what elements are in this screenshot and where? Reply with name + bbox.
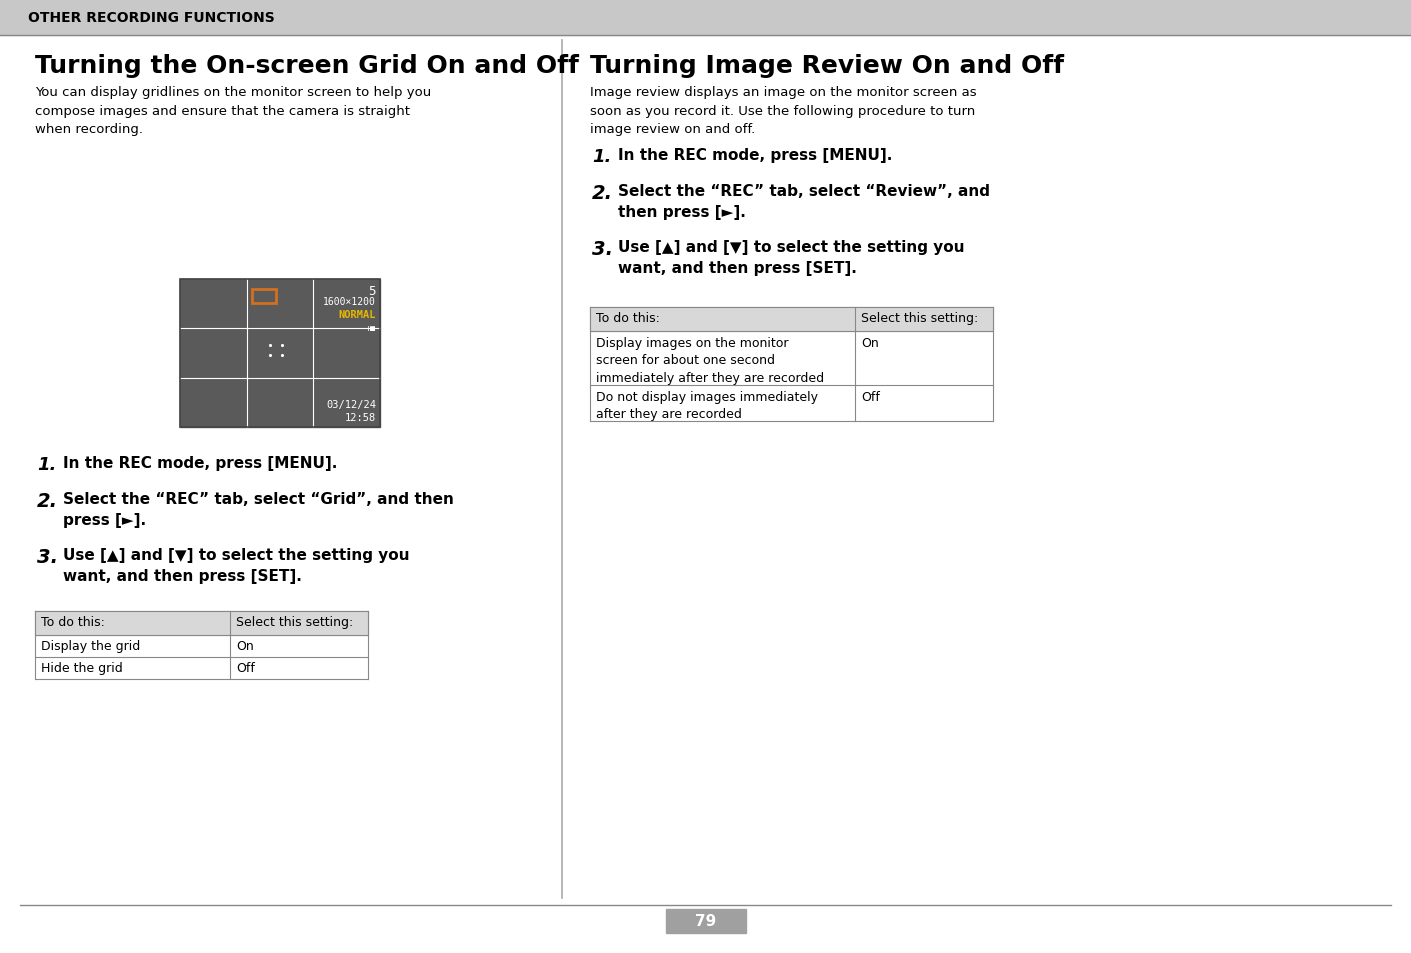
Text: Image review displays an image on the monitor screen as
soon as you record it. U: Image review displays an image on the mo… xyxy=(590,86,976,136)
Text: Turning Image Review On and Off: Turning Image Review On and Off xyxy=(590,54,1064,78)
Text: Use [▲] and [▼] to select the setting you
want, and then press [SET].: Use [▲] and [▼] to select the setting yo… xyxy=(63,547,409,583)
Text: Select this setting:: Select this setting: xyxy=(861,312,978,325)
Bar xyxy=(181,280,380,428)
Text: NORMAL: NORMAL xyxy=(339,310,375,319)
Text: Use [▲] and [▼] to select the setting you
want, and then press [SET].: Use [▲] and [▼] to select the setting yo… xyxy=(618,240,965,275)
Bar xyxy=(0,0,1411,36)
Bar xyxy=(254,293,272,301)
Text: Turning the On-screen Grid On and Off: Turning the On-screen Grid On and Off xyxy=(35,54,579,78)
Bar xyxy=(590,308,993,332)
Text: 1600×1200: 1600×1200 xyxy=(323,296,375,307)
Text: 5: 5 xyxy=(368,285,375,297)
Text: 1.: 1. xyxy=(593,148,611,166)
Text: Hide the grid: Hide the grid xyxy=(41,661,123,675)
Text: OTHER RECORDING FUNCTIONS: OTHER RECORDING FUNCTIONS xyxy=(28,11,275,25)
Text: You can display gridlines on the monitor screen to help you
compose images and e: You can display gridlines on the monitor… xyxy=(35,86,432,136)
Text: 03/12/24: 03/12/24 xyxy=(326,399,375,410)
Text: 3.: 3. xyxy=(593,240,612,258)
Text: 12:58: 12:58 xyxy=(344,413,375,422)
Text: 2.: 2. xyxy=(37,492,58,511)
Text: In the REC mode, press [MENU].: In the REC mode, press [MENU]. xyxy=(618,148,892,163)
Bar xyxy=(35,612,368,636)
Text: +■: +■ xyxy=(365,324,375,333)
Text: 79: 79 xyxy=(694,914,717,928)
Text: 1.: 1. xyxy=(37,456,56,474)
Text: Select the “REC” tab, select “Review”, and
then press [►].: Select the “REC” tab, select “Review”, a… xyxy=(618,184,991,220)
Text: On: On xyxy=(861,336,879,350)
Bar xyxy=(251,290,275,304)
Text: To do this:: To do this: xyxy=(41,616,104,628)
Text: Off: Off xyxy=(861,391,880,403)
Text: Off: Off xyxy=(236,661,255,675)
Text: Select the “REC” tab, select “Grid”, and then
press [►].: Select the “REC” tab, select “Grid”, and… xyxy=(63,492,454,527)
Text: 3.: 3. xyxy=(37,547,58,566)
Bar xyxy=(181,280,380,428)
Text: In the REC mode, press [MENU].: In the REC mode, press [MENU]. xyxy=(63,456,337,471)
Text: Display the grid: Display the grid xyxy=(41,639,140,652)
Text: Display images on the monitor
screen for about one second
immediately after they: Display images on the monitor screen for… xyxy=(595,336,824,385)
Text: On: On xyxy=(236,639,254,652)
Text: To do this:: To do this: xyxy=(595,312,660,325)
Text: Select this setting:: Select this setting: xyxy=(236,616,353,628)
Text: Do not display images immediately
after they are recorded: Do not display images immediately after … xyxy=(595,391,818,421)
Text: 2.: 2. xyxy=(593,184,612,203)
Bar xyxy=(666,909,745,933)
